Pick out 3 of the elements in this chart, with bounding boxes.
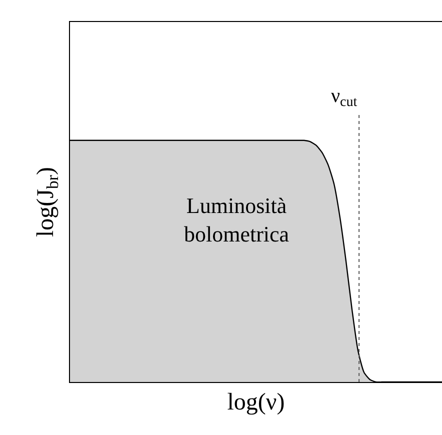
x-axis-title: log(ν) (227, 390, 285, 416)
text: ν$_{cut}$ (331, 85, 358, 110)
annotation: Luminosità bolometrica (184, 193, 290, 247)
